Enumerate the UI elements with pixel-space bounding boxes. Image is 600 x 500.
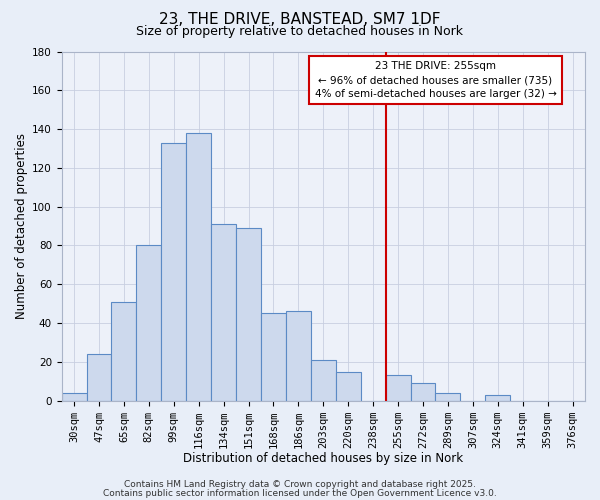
Bar [261,314,286,400]
Bar [485,395,510,400]
Text: Contains public sector information licensed under the Open Government Licence v3: Contains public sector information licen… [103,488,497,498]
Text: 23 THE DRIVE: 255sqm
← 96% of detached houses are smaller (735)
4% of semi-detac: 23 THE DRIVE: 255sqm ← 96% of detached h… [314,61,556,99]
Bar [112,302,136,400]
Bar [86,354,112,401]
Bar [311,360,336,401]
Bar [236,228,261,400]
X-axis label: Distribution of detached houses by size in Nork: Distribution of detached houses by size … [183,452,463,465]
Bar [386,376,410,400]
Title: 23, THE DRIVE, BANSTEAD, SM7 1DF
Size of property relative to detached houses in: 23, THE DRIVE, BANSTEAD, SM7 1DF Size of… [0,499,1,500]
Bar [336,372,361,400]
Bar [161,142,186,400]
Bar [410,383,436,400]
Text: Contains HM Land Registry data © Crown copyright and database right 2025.: Contains HM Land Registry data © Crown c… [124,480,476,489]
Y-axis label: Number of detached properties: Number of detached properties [15,133,28,319]
Bar [286,312,311,400]
Bar [136,246,161,400]
Text: Size of property relative to detached houses in Nork: Size of property relative to detached ho… [137,25,464,38]
Bar [62,393,86,400]
Bar [211,224,236,400]
Bar [436,393,460,400]
Bar [186,133,211,400]
Text: 23, THE DRIVE, BANSTEAD, SM7 1DF: 23, THE DRIVE, BANSTEAD, SM7 1DF [159,12,441,28]
